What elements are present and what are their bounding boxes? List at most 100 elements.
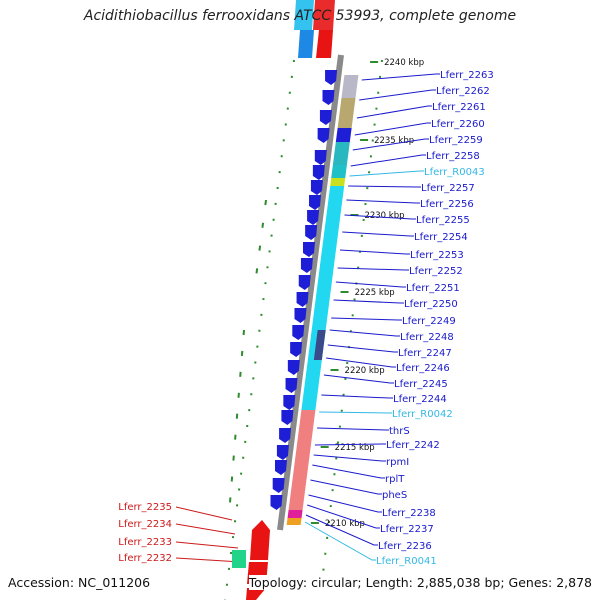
leader-line [359, 89, 436, 101]
gene-label[interactable]: Lferr_2260 [431, 119, 485, 130]
leader-line [326, 357, 396, 368]
feature-block [330, 178, 346, 186]
cds-arrow [314, 150, 327, 165]
tick-label: 2225 kbp [355, 288, 395, 298]
cds-arrow [292, 325, 305, 340]
feature-block [341, 75, 359, 98]
left-gene-labels: Lferr_2235 Lferr_2234 Lferr_2233 Lferr_2232 [118, 502, 172, 564]
leader-line [175, 557, 242, 563]
cds-arrow [305, 225, 318, 240]
gene-label[interactable]: Lferr_R0042 [392, 409, 453, 420]
gene-label[interactable]: Lferr_2253 [410, 250, 464, 261]
cds-arrow [274, 460, 287, 475]
leader-line [314, 443, 386, 446]
leader-line [175, 541, 239, 549]
gene-label[interactable]: Lferr_2257 [421, 183, 475, 194]
leader-line [339, 249, 410, 255]
leader-line [327, 344, 398, 353]
leader-line [305, 514, 378, 546]
gene-label[interactable]: Lferr_2247 [398, 348, 452, 359]
gene-label[interactable]: Lferr_2261 [432, 102, 486, 113]
cds-arrow [300, 258, 313, 273]
leader-line [319, 411, 392, 414]
genome-backbone [277, 54, 344, 531]
leader-line [310, 479, 382, 495]
gene-label[interactable]: pheS [382, 490, 407, 501]
tick-label: 2240 kbp [384, 58, 424, 68]
gene-label[interactable]: Lferr_2238 [382, 508, 436, 519]
gene-label[interactable]: Lferr_2255 [416, 215, 470, 226]
gene-label[interactable]: Lferr_2262 [436, 86, 490, 97]
cds-arrow [310, 180, 323, 195]
cds-arrow [317, 128, 330, 143]
leader-line [346, 199, 420, 204]
leader-line [307, 504, 380, 529]
gene-label[interactable]: Lferr_2232 [118, 553, 172, 564]
leader-line [361, 73, 440, 81]
cds-arrow [319, 110, 332, 125]
cds-arrow [298, 275, 311, 290]
feature-blocks [286, 75, 359, 525]
gene-label[interactable]: thrS [389, 426, 410, 437]
leader-line [312, 464, 385, 479]
cds-arrow [281, 410, 294, 425]
gene-label[interactable]: Lferr_2244 [393, 394, 447, 405]
leader-line [331, 317, 402, 321]
cds-arrow [276, 445, 289, 460]
kbp-ticks: 2240 kbp 2235 kbp 2230 kbp 2225 kbp 2220 kbp… [310, 58, 424, 529]
gene-label[interactable]: Lferr_2236 [378, 541, 432, 552]
leader-line [308, 494, 382, 513]
gene-label[interactable]: Lferr_2259 [429, 135, 483, 146]
cds-arrow [283, 395, 296, 410]
leader-line [344, 214, 416, 220]
gene-label[interactable]: Lferr_2242 [386, 440, 440, 451]
gene-label[interactable]: Lferr_2263 [440, 70, 494, 81]
leader-line [321, 394, 393, 399]
cds-arrow [309, 195, 322, 210]
genome-summary: Topology: circular; Length: 2,885,038 bp… [248, 575, 592, 590]
gene-label[interactable]: rplT [385, 474, 405, 485]
cds-arrow [272, 478, 285, 493]
leader-line [350, 154, 426, 167]
feature-block [288, 410, 316, 510]
cds-arrow [270, 495, 283, 510]
cds-arrow [296, 292, 309, 307]
cds-arrow [322, 90, 335, 105]
gene-label[interactable]: Lferr_2248 [400, 332, 454, 343]
gene-label[interactable]: Lferr_2251 [406, 283, 460, 294]
leader-line [175, 506, 233, 521]
gene-label[interactable]: Lferr_2235 [118, 502, 172, 513]
label-leader-lines [175, 73, 440, 563]
cds-arrow [325, 70, 338, 85]
upstream-features [294, 0, 335, 58]
gene-label[interactable]: Lferr_2258 [426, 151, 480, 162]
leader-line [333, 299, 404, 304]
gene-label[interactable]: Lferr_2250 [404, 299, 458, 310]
gene-label[interactable]: Lferr_2252 [409, 266, 463, 277]
cds-arrow [307, 210, 320, 225]
gene-label[interactable]: Lferr_2245 [394, 379, 448, 390]
leader-line [354, 122, 431, 136]
gene-label[interactable]: Lferr_2249 [402, 316, 456, 327]
tick-label: 2210 kbp [325, 519, 365, 529]
cds-arrow [279, 428, 292, 443]
gene-label[interactable]: Lferr_R0043 [424, 167, 485, 178]
leader-line [335, 281, 406, 288]
gene-label[interactable]: Lferr_2246 [396, 363, 450, 374]
tick-label: 2220 kbp [345, 366, 385, 376]
gene-label[interactable]: Lferr_2256 [420, 199, 474, 210]
gene-label[interactable]: Lferr_2233 [118, 537, 172, 548]
leader-line [175, 523, 236, 535]
cds-arrow [302, 242, 315, 257]
feature-block [337, 98, 356, 128]
gene-label[interactable]: Lferr_R0041 [376, 556, 437, 567]
feature-block [313, 330, 326, 360]
gene-label[interactable]: rpmI [386, 457, 409, 468]
feature-block [335, 128, 352, 142]
feature-block [332, 142, 350, 165]
gene-label[interactable]: Lferr_2237 [380, 524, 434, 535]
gene-label[interactable]: Lferr_2254 [414, 232, 468, 243]
right-gene-labels: Lferr_2263 Lferr_2262 Lferr_2261 Lferr_2260… [376, 70, 494, 567]
gene-label[interactable]: Lferr_2234 [118, 519, 172, 530]
